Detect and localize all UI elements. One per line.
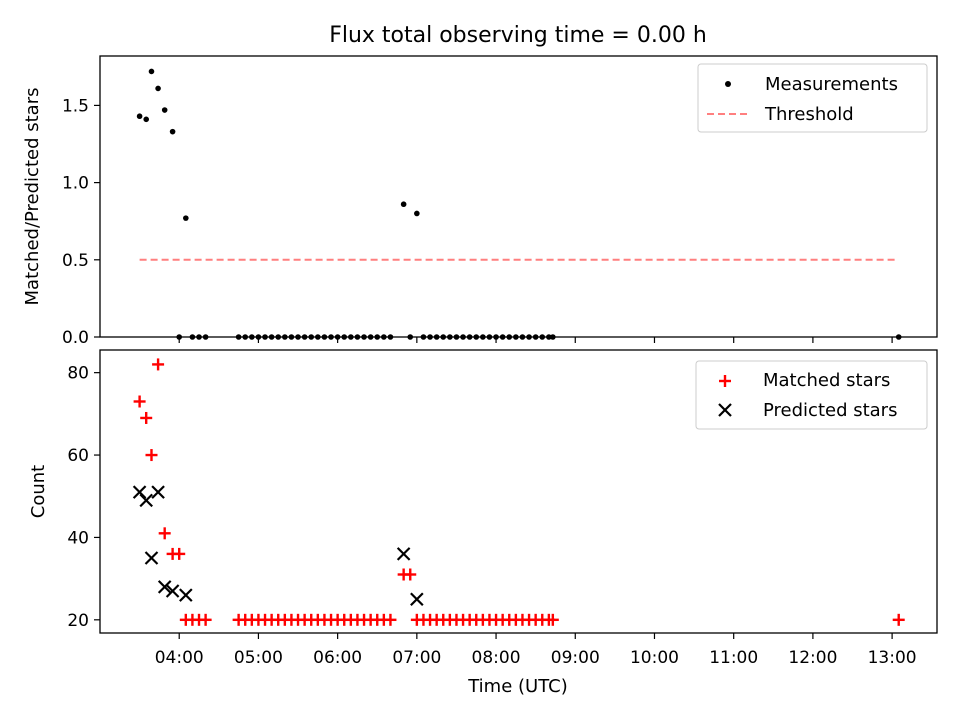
bottom-axis-ticks: 20 40 60 80 04:00 05:00 06:00 07:00 08:00 09:00 10… xyxy=(67,364,916,668)
measurement-point xyxy=(183,215,189,221)
matched-star-marker xyxy=(145,449,158,462)
bottom-x-axis-label: Time (UTC) xyxy=(467,676,568,697)
predicted-star-marker xyxy=(396,547,411,561)
matched-star-marker xyxy=(199,613,212,626)
matched-star-marker xyxy=(173,547,186,560)
top-legend-box xyxy=(697,63,928,133)
matched-star-marker xyxy=(140,411,153,424)
bottom-x-tick-label: 07:00 xyxy=(392,648,441,668)
top-legend: Measurements Threshold xyxy=(697,63,928,133)
predicted-star-marker xyxy=(151,485,165,499)
predicted-marker-b xyxy=(179,588,193,602)
measurement-point xyxy=(143,116,150,123)
top-panel: 0.0 0.5 1.0 1.5 Matched/Predicted stars Mea… xyxy=(22,55,938,348)
top-y-tick-label: 1.0 xyxy=(62,174,89,194)
matched-star-marker xyxy=(404,568,417,581)
bottom-y-tick-label: 80 xyxy=(67,364,89,384)
measurement-point xyxy=(148,68,155,75)
predicted-star-marker xyxy=(165,584,180,598)
bottom-legend: Matched stars Predicted stars xyxy=(695,360,928,430)
top-y-tick-label: 0.0 xyxy=(62,328,89,348)
bottom-y-tick-label: 40 xyxy=(67,528,89,548)
predicted-marker-b xyxy=(410,592,424,606)
bottom-y-axis-label: Count xyxy=(28,465,49,518)
bottom-plot-frame xyxy=(99,349,938,634)
predicted-marker-b xyxy=(151,485,165,499)
legend-label-measurements: Measurements xyxy=(765,74,898,95)
measurement-point xyxy=(169,128,176,135)
measurement-point xyxy=(136,113,143,120)
bottom-x-tick-label: 10:00 xyxy=(630,648,679,668)
bottom-x-tick-label: 05:00 xyxy=(234,648,283,668)
predicted-marker-b xyxy=(132,485,147,499)
legend-label-matched: Matched stars xyxy=(763,370,890,391)
legend-marker-predicted xyxy=(718,403,732,417)
bottom-x-tick-label: 12:00 xyxy=(788,648,837,668)
predicted-star-marker xyxy=(139,493,153,508)
top-axis-ticks: 0.0 0.5 1.0 1.5 xyxy=(62,96,893,348)
matched-star-marker xyxy=(152,358,165,371)
predicted-star-marker xyxy=(410,592,424,606)
bottom-x-tick-label: 08:00 xyxy=(472,648,521,668)
bottom-x-tick-label: 06:00 xyxy=(313,648,362,668)
chart-title: Flux total observing time = 0.00 h xyxy=(329,23,707,48)
legend-label-predicted: Predicted stars xyxy=(763,400,897,421)
predicted-star-marker xyxy=(157,580,172,594)
predicted-star-marker xyxy=(144,551,159,565)
bottom-y-tick-label: 20 xyxy=(67,611,89,631)
predicted-star-marker xyxy=(179,588,193,602)
top-y-axis-label: Matched/Predicted stars xyxy=(22,88,43,306)
bottom-y-tick-label: 60 xyxy=(67,446,89,466)
top-plot-frame xyxy=(99,55,938,338)
predicted-marker-b xyxy=(139,493,153,508)
legend-marker-measurements xyxy=(725,81,731,87)
measurement-point xyxy=(400,201,407,208)
predicted-marker-b xyxy=(165,584,180,598)
matched-star-marker xyxy=(384,613,397,626)
matched-star-marker xyxy=(892,613,905,626)
matched-star-marker xyxy=(133,395,146,408)
bottom-x-tick-label: 13:00 xyxy=(868,648,917,668)
predicted-marker-b xyxy=(157,580,172,594)
bottom-panel: 20 40 60 80 04:00 05:00 06:00 07:00 08:00 09:00 10… xyxy=(28,349,938,697)
measurement-point xyxy=(161,107,168,113)
bottom-legend-box xyxy=(695,360,928,430)
bottom-x-tick-label: 09:00 xyxy=(551,648,600,668)
legend-label-threshold: Threshold xyxy=(764,104,854,125)
matched-star-marker xyxy=(158,527,171,540)
predicted-marker-b xyxy=(396,547,411,561)
measurement-point xyxy=(155,85,161,92)
top-y-tick-label: 0.5 xyxy=(62,251,89,271)
predicted-marker-b xyxy=(144,551,159,565)
bottom-plot-marks xyxy=(132,358,905,626)
bottom-x-tick-label: 04:00 xyxy=(155,648,204,668)
top-y-tick-label: 1.5 xyxy=(62,96,89,116)
predicted-star-marker xyxy=(132,485,147,499)
measurement-point xyxy=(414,210,420,217)
legend-marker-matched xyxy=(719,375,731,387)
bottom-x-tick-label: 11:00 xyxy=(709,648,758,668)
matched-star-marker xyxy=(546,613,559,626)
